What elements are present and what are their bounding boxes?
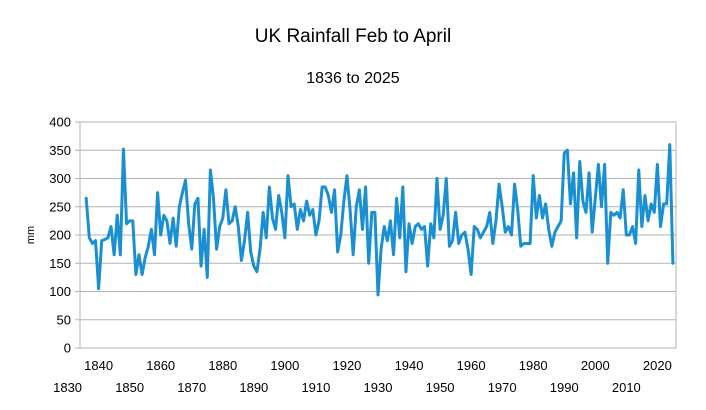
x-tick-label-lower: 1910 [301,380,330,395]
x-tick-label-upper: 1880 [208,358,237,373]
x-tick-label-lower: 1830 [53,380,82,395]
x-tick-label-upper: 1960 [457,358,486,373]
x-tick-label-upper: 1920 [332,358,361,373]
x-tick-label-lower: 2010 [612,380,641,395]
y-tick-label: 200 [49,228,71,243]
x-tick-label-upper: 1860 [146,358,175,373]
series-line-0 [84,143,675,297]
x-tick-label-upper: 2020 [643,358,672,373]
x-tick-label-upper: 1900 [270,358,299,373]
y-tick-label: 0 [64,341,71,356]
x-tick-label-lower: 1850 [115,380,144,395]
y-axis-title: mm [25,226,37,244]
y-tick-label: 400 [49,115,71,130]
x-tick-label-upper: 1980 [519,358,548,373]
chart-subtitle: 1836 to 2025 [306,70,400,87]
x-tick-label-lower: 1870 [177,380,206,395]
chart-title: UK Rainfall Feb to April [254,26,452,47]
y-tick-label: 150 [49,256,71,271]
x-tick-label-lower: 1950 [426,380,455,395]
y-tick-label: 350 [49,143,71,158]
y-tick-label: 100 [49,284,71,299]
x-tick-label-lower: 1890 [239,380,268,395]
x-tick-label-lower: 1970 [488,380,517,395]
y-tick-label: 250 [49,199,71,214]
series-layer [84,143,675,297]
x-tick-label-lower: 1930 [364,380,393,395]
x-tick-label-upper: 1840 [84,358,113,373]
x-axis-ticks: 1840 1860 1880 1900 1920 1940 1960 1980 2000 2020… [53,358,672,395]
x-tick-label-lower: 1990 [550,380,579,395]
y-tick-label: 300 [49,171,71,186]
y-tick-label: 50 [57,312,71,327]
x-tick-label-upper: 1940 [395,358,424,373]
y-axis-ticks: 0 50 100 150 200 250 300 350 400 [49,115,80,356]
x-tick-label-upper: 2000 [581,358,610,373]
